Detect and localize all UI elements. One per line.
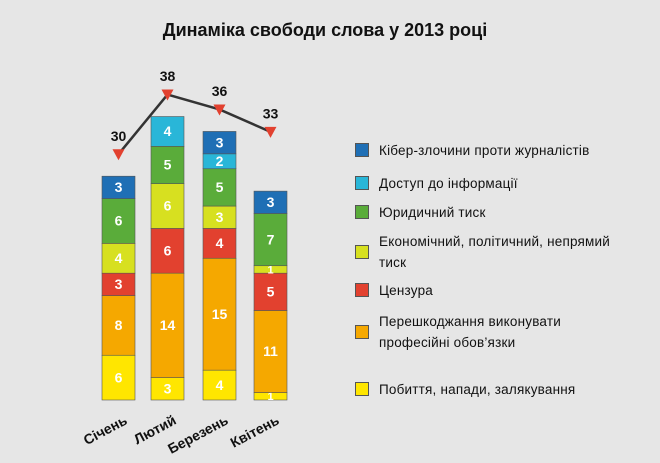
legend-item: Перешкоджання виконувати професійні обов… (355, 311, 619, 353)
value-label: 5 (164, 157, 172, 173)
legend-item: Юридичний тиск (355, 191, 619, 233)
legend-label: Доступ до інформації (379, 175, 518, 191)
value-label: 6 (115, 369, 123, 385)
bar-segment (150, 272, 185, 378)
value-label: 5 (267, 284, 275, 300)
legend-label: Економічний, політичний, непрямий тиск (379, 234, 610, 270)
legend-item: Побиття, напади, залякування (355, 368, 619, 410)
bar-segment (101, 175, 136, 199)
value-label: 4 (115, 250, 123, 266)
bar-segment (253, 190, 288, 214)
bar-segment (101, 243, 136, 274)
legend-swatch (355, 283, 369, 297)
legend-label: Цензура (379, 282, 434, 298)
total-label: 36 (212, 83, 228, 99)
value-label: 11 (263, 343, 278, 359)
x-tick-label: Січень (81, 412, 130, 448)
value-label: 3 (267, 194, 275, 210)
x-tick-group: Квітень (228, 412, 282, 451)
legend-item: Доступ до інформації (355, 162, 619, 204)
legend-label: Кібер-злочини проти журналістів (379, 142, 590, 158)
value-label: 3 (216, 134, 224, 150)
bar-segment (202, 228, 237, 259)
value-label: 7 (267, 231, 275, 247)
value-label: 14 (160, 317, 176, 333)
x-tick-label: Квітень (228, 412, 282, 451)
value-label: 3 (216, 209, 224, 225)
total-marker (161, 89, 174, 101)
value-label: 1 (267, 391, 273, 403)
value-label: 6 (164, 198, 172, 214)
legend-swatch (355, 245, 369, 259)
x-tick-group: Березень (165, 412, 231, 457)
bar-segment (253, 272, 288, 311)
value-label: 6 (115, 213, 123, 229)
value-label: 3 (115, 179, 123, 195)
value-label: 6 (164, 243, 172, 259)
bar-segment (202, 131, 237, 155)
value-label: 2 (216, 153, 224, 169)
legend-item: Цензура (355, 269, 619, 311)
total-marker (112, 149, 125, 161)
legend-swatch (355, 176, 369, 190)
value-label: 5 (216, 179, 224, 195)
bar-segment (253, 213, 288, 267)
legend-swatch (355, 325, 369, 339)
value-label: 15 (212, 306, 228, 322)
value-label: 4 (216, 235, 224, 251)
legend-label: Юридичний тиск (379, 204, 486, 220)
bar-segment (150, 116, 185, 147)
total-label: 33 (263, 106, 279, 122)
value-label: 3 (115, 276, 123, 292)
bar-segment (150, 146, 185, 184)
total-marker (264, 126, 277, 138)
value-label: 8 (115, 317, 123, 333)
x-tick-group: Січень (81, 412, 130, 448)
total-label: 30 (111, 128, 127, 144)
totals-line (117, 93, 272, 155)
bar-segment (202, 257, 237, 371)
legend-item: Економічний, політичний, непрямий тиск (355, 231, 619, 273)
legend-item: Кібер-злочини проти журналістів (355, 129, 619, 171)
value-label: 4 (216, 377, 224, 393)
value-label: 1 (267, 264, 273, 276)
chart-title: Динаміка свободи слова у 2013 році (163, 20, 487, 40)
value-label: 4 (164, 123, 172, 139)
total-label: 38 (160, 68, 176, 84)
legend-label: Перешкоджання виконувати професійні обов… (379, 314, 561, 350)
legend-swatch (355, 205, 369, 219)
bar-segment (101, 354, 136, 401)
total-marker (213, 104, 226, 116)
bar-segment (150, 228, 185, 274)
bar-segment (253, 310, 288, 393)
legend-swatch (355, 143, 369, 157)
legend-label: Побиття, напади, залякування (379, 381, 576, 397)
value-label: 3 (164, 381, 172, 397)
x-tick-label: Березень (165, 412, 231, 457)
legend-swatch (355, 382, 369, 396)
bar-segment (150, 183, 185, 229)
